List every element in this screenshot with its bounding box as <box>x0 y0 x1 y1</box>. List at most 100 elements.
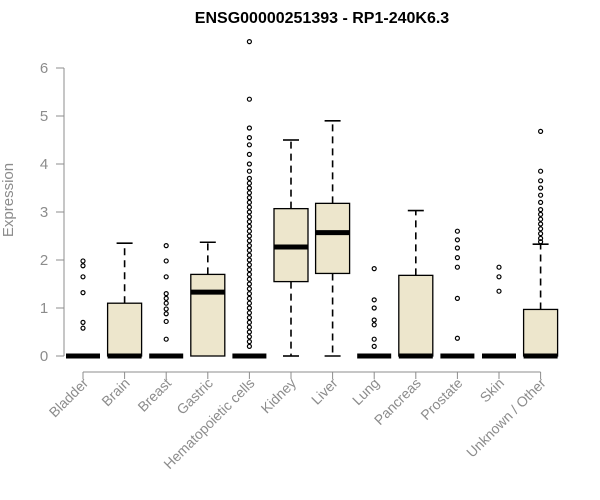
outlier-point <box>246 329 252 335</box>
outlier-point <box>537 231 544 237</box>
outlier-point <box>246 190 252 196</box>
outlier-point <box>537 239 544 245</box>
outlier-point <box>246 223 252 229</box>
outlier-point <box>454 335 460 341</box>
outlier-point <box>246 339 252 345</box>
outlier-point <box>246 247 252 253</box>
outlier-point <box>246 180 252 186</box>
outlier-point <box>246 281 252 287</box>
outlier-point <box>371 343 377 349</box>
y-tick-label: 6 <box>40 60 48 77</box>
y-tick-label: 5 <box>40 108 48 125</box>
outlier-point <box>454 295 460 301</box>
outlier-point <box>246 125 252 131</box>
y-tick-label: 3 <box>40 204 48 221</box>
outlier-point <box>246 295 252 301</box>
x-tick-label: Prostate <box>417 375 465 423</box>
y-axis-label: Expression <box>0 163 17 237</box>
outlier-point <box>246 319 252 325</box>
outlier-point <box>246 257 252 263</box>
outlier-point <box>537 216 544 222</box>
outlier-point <box>246 142 252 148</box>
x-tick-label: Breast <box>134 375 174 415</box>
outlier-point <box>163 336 169 342</box>
outlier-point <box>246 252 252 258</box>
interquartile-box <box>398 274 434 357</box>
outlier-point <box>496 274 502 280</box>
outlier-point <box>246 195 252 201</box>
interquartile-box <box>190 273 226 357</box>
outlier-point <box>246 238 252 244</box>
interquartile-box <box>106 302 143 357</box>
outlier-point <box>163 258 169 264</box>
outlier-point <box>246 262 252 268</box>
y-tick-label: 4 <box>40 156 48 173</box>
box-bladder <box>66 258 100 359</box>
outlier-point <box>246 233 252 239</box>
outlier-point <box>537 178 544 184</box>
box-hematopoietic-cells <box>232 38 267 359</box>
outlier-point <box>80 274 86 280</box>
outlier-point <box>246 300 252 306</box>
y-tick-label: 1 <box>40 300 48 317</box>
outlier-point <box>246 96 252 102</box>
outlier-point <box>454 245 460 251</box>
x-tick-label: Unknown / Other <box>463 375 549 461</box>
y-tick-label: 2 <box>40 252 48 269</box>
outlier-point <box>454 228 460 234</box>
boxplots <box>66 38 559 359</box>
x-tick-label: Lung <box>349 375 382 408</box>
chart-title: ENSG00000251393 - RP1-240K6.3 <box>195 10 449 27</box>
outlier-point <box>537 226 544 232</box>
outlier-point <box>246 334 252 340</box>
outlier-point <box>246 151 252 157</box>
box-liver <box>314 120 351 357</box>
outlier-point <box>246 168 252 174</box>
outlier-point <box>80 325 86 331</box>
outlier-point <box>537 185 544 191</box>
y-axis: 0 1 2 3 4 5 6 <box>40 60 65 365</box>
outlier-point <box>80 290 86 296</box>
x-tick-label: Brain <box>98 375 132 409</box>
outlier-point <box>246 243 252 249</box>
outlier-point <box>163 306 169 312</box>
outlier-point <box>246 204 252 210</box>
outlier-point <box>246 175 252 181</box>
outlier-point <box>80 263 86 269</box>
outlier-point <box>163 318 169 325</box>
box-skin <box>482 264 516 359</box>
outlier-point <box>496 288 502 294</box>
x-tick-label: Kidney <box>258 375 300 417</box>
outlier-point <box>246 276 252 282</box>
x-tick-label: Skin <box>477 375 508 406</box>
outlier-point <box>163 311 169 317</box>
outlier-point <box>537 192 544 198</box>
outlier-point <box>537 168 544 174</box>
outlier-point <box>163 300 169 306</box>
outlier-point <box>454 264 460 270</box>
box-breast <box>149 243 184 359</box>
outlier-point <box>246 135 252 141</box>
outlier-point <box>371 336 377 342</box>
outlier-point <box>163 243 169 249</box>
outlier-point <box>371 266 377 272</box>
outlier-point <box>163 274 169 280</box>
interquartile-box <box>522 308 559 357</box>
outlier-point <box>246 343 252 349</box>
outlier-point <box>246 214 252 220</box>
outlier-point <box>371 317 377 323</box>
outlier-point <box>246 271 252 277</box>
box-unknown-other <box>522 128 559 359</box>
outlier-point <box>80 258 86 264</box>
outlier-point <box>246 219 252 225</box>
outlier-point <box>246 161 252 167</box>
outlier-point <box>537 235 544 241</box>
outlier-point <box>246 228 252 234</box>
box-pancreas <box>398 209 434 359</box>
outlier-point <box>454 237 460 243</box>
box-prostate <box>440 228 475 359</box>
outlier-point <box>246 286 252 292</box>
outlier-point <box>246 209 252 215</box>
outlier-point <box>246 38 252 45</box>
